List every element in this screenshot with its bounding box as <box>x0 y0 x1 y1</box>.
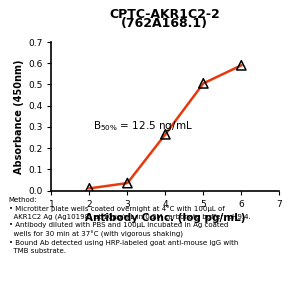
Y-axis label: Absorbance (450nm): Absorbance (450nm) <box>14 59 24 173</box>
Point <box>239 63 244 68</box>
Point <box>163 132 168 137</box>
Point <box>201 81 206 86</box>
X-axis label: Antibody Conc. (log pg/mL): Antibody Conc. (log pg/mL) <box>85 213 245 223</box>
Text: B$_{50\%}$ = 12.5 ng/mL: B$_{50\%}$ = 12.5 ng/mL <box>93 119 193 133</box>
Text: Method:
• Microtiter plate wells coated overnight at 4°C with 100μL of
  AKR1C2 : Method: • Microtiter plate wells coated … <box>9 196 250 254</box>
Point <box>87 186 92 191</box>
Point <box>125 181 130 185</box>
Text: CPTC-AKR1C2-2: CPTC-AKR1C2-2 <box>109 8 220 20</box>
Text: (762A168.1): (762A168.1) <box>121 16 208 29</box>
